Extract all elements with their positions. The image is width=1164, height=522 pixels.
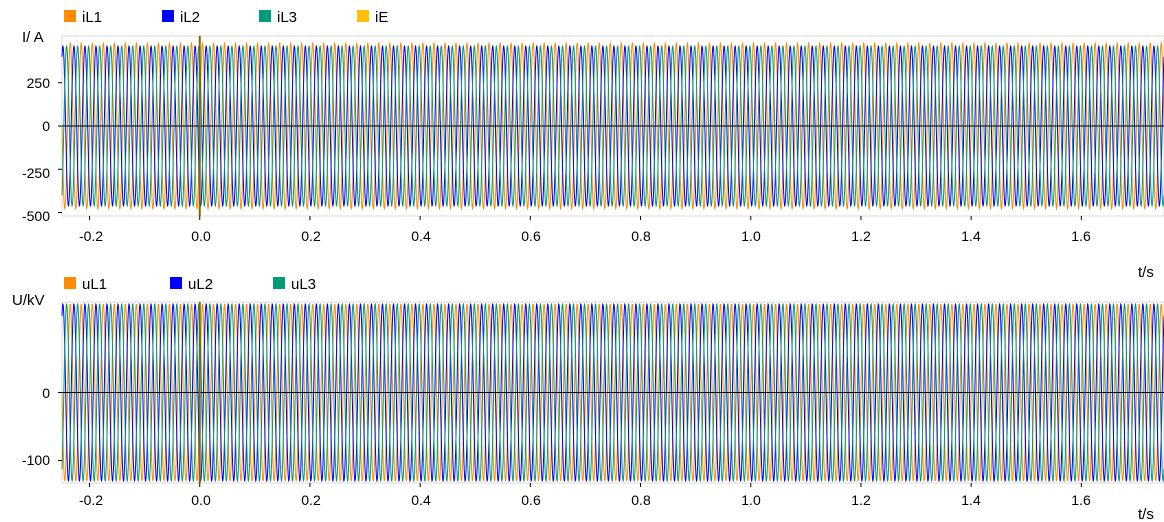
voltage-series-group bbox=[58, 302, 1164, 487]
legend-swatch-iL2 bbox=[162, 10, 174, 22]
voltage-ylabel: U/kV bbox=[12, 292, 45, 309]
legend-label-iL3: iL3 bbox=[277, 9, 297, 26]
current-ytick-label-0: 0 bbox=[42, 118, 50, 134]
voltage-xtick-label: 0.6 bbox=[521, 492, 541, 508]
voltage-xtick-label: 1.2 bbox=[851, 492, 871, 508]
legend-label-uL3: uL3 bbox=[291, 276, 316, 293]
current-xtick-label: 1.4 bbox=[961, 228, 981, 244]
voltage-xtick-label: 0.4 bbox=[411, 492, 431, 508]
current-ylabel: I/ A bbox=[22, 29, 44, 46]
voltage-legend: uL1 uL2 uL3 bbox=[64, 276, 316, 293]
current-xtick-label: 0.0 bbox=[191, 228, 211, 244]
voltage-xtick-label: 1.4 bbox=[961, 492, 981, 508]
legend-label-uL2: uL2 bbox=[188, 276, 213, 293]
current-xtick-labels: -0.2 0.0 0.2 0.4 0.6 0.8 1.0 1.2 1.4 1.6 bbox=[79, 228, 1091, 244]
voltage-xtick-label: 1.6 bbox=[1071, 492, 1091, 508]
current-xtick-label: -0.2 bbox=[79, 228, 103, 244]
legend-label-uL1: uL1 bbox=[82, 276, 107, 293]
legend-label-iL1: iL1 bbox=[82, 9, 102, 26]
voltage-xtick-labels: -0.2 0.0 0.2 0.4 0.6 0.8 1.0 1.2 1.4 1.6 bbox=[79, 492, 1091, 508]
current-xtick-label: 0.4 bbox=[411, 228, 431, 244]
voltage-xtick-label: -0.2 bbox=[79, 492, 103, 508]
legend-swatch-iL3 bbox=[259, 10, 271, 22]
voltage-xtick-label: 0.8 bbox=[631, 492, 651, 508]
current-xtick-label: 0.2 bbox=[301, 228, 321, 244]
current-xtick-label: 0.8 bbox=[631, 228, 651, 244]
current-legend: iL1 iL2 iL3 iE bbox=[64, 9, 388, 26]
legend-swatch-iL1 bbox=[64, 10, 76, 22]
voltage-panel: uL1 uL2 uL3 U/kV t/s -100 0 -0.2 0.0 0.2… bbox=[12, 276, 1164, 522]
legend-swatch-uL3 bbox=[273, 277, 285, 289]
voltage-xlabel: t/s bbox=[1138, 506, 1154, 522]
current-xtick-label: 0.6 bbox=[521, 228, 541, 244]
legend-label-iE: iE bbox=[375, 9, 388, 26]
legend-label-iL2: iL2 bbox=[180, 9, 200, 26]
legend-swatch-iE bbox=[357, 10, 369, 22]
current-ytick-label-250: 250 bbox=[27, 75, 51, 91]
current-series-group bbox=[58, 36, 1164, 220]
legend-swatch-uL2 bbox=[170, 277, 182, 289]
voltage-ytick-label-neg100: -100 bbox=[22, 452, 50, 468]
voltage-xtick-label: 0.2 bbox=[301, 492, 321, 508]
voltage-xtick-label: 0.0 bbox=[191, 492, 211, 508]
current-panel: iL1 iL2 iL3 iE I/ A t/s -500 -250 0 250 … bbox=[22, 9, 1164, 281]
voltage-ytick-label-0: 0 bbox=[42, 385, 50, 401]
current-xtick-label: 1.2 bbox=[851, 228, 871, 244]
voltage-xtick-label: 1.0 bbox=[741, 492, 761, 508]
current-ytick-label-neg250: -250 bbox=[22, 165, 50, 181]
current-xtick-label: 1.6 bbox=[1071, 228, 1091, 244]
legend-swatch-uL1 bbox=[64, 277, 76, 289]
current-xtick-label: 1.0 bbox=[741, 228, 761, 244]
current-ytick-label-neg500: -500 bbox=[22, 208, 50, 224]
current-xlabel: t/s bbox=[1138, 264, 1154, 281]
